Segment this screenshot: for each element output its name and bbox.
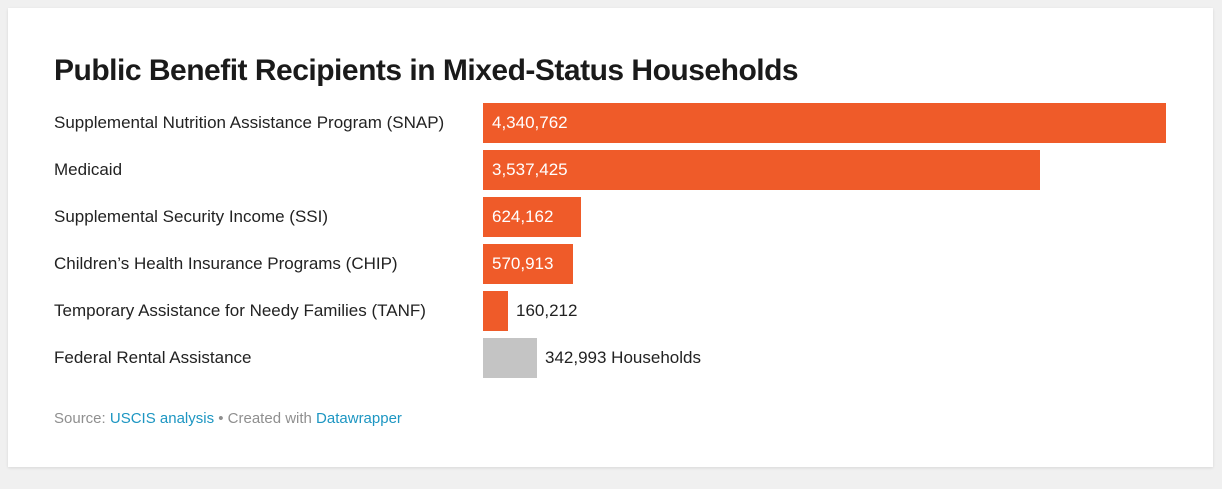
bar-area: 3,537,425 xyxy=(483,150,1167,190)
chart-row: Children’s Health Insurance Programs (CH… xyxy=(54,244,1167,284)
bar-area: 4,340,762 xyxy=(483,103,1167,143)
created-with-label: Created with xyxy=(227,410,317,427)
category-label: Supplemental Security Income (SSI) xyxy=(54,207,329,226)
value-label: 4,340,762 xyxy=(492,113,568,132)
bar xyxy=(483,338,537,378)
category-label: Federal Rental Assistance xyxy=(54,348,252,367)
bar-area: 624,162 xyxy=(483,197,1167,237)
bar: 624,162 xyxy=(483,197,581,237)
chart-row: Temporary Assistance for Needy Families … xyxy=(54,291,1167,331)
bar-area: 342,993 Households xyxy=(483,338,1167,378)
category-label: Medicaid xyxy=(54,160,123,179)
bar-chart: Supplemental Nutrition Assistance Progra… xyxy=(54,103,1167,378)
chart-row: Federal Rental Assistance 342,993 Househo… xyxy=(54,338,1167,378)
chart-card: Public Benefit Recipients in Mixed-Statu… xyxy=(8,8,1213,467)
value-label: 624,162 xyxy=(492,207,554,226)
category-label: Children’s Health Insurance Programs (CH… xyxy=(54,254,398,273)
category-label: Supplemental Nutrition Assistance Progra… xyxy=(54,113,445,132)
value-label: 342,993 Households xyxy=(545,348,701,367)
bar: 3,537,425 xyxy=(483,150,1040,190)
value-label: 3,537,425 xyxy=(492,160,568,179)
bar-area: 570,913 xyxy=(483,244,1167,284)
bar xyxy=(483,291,508,331)
chart-row: Supplemental Security Income (SSI) 624,16… xyxy=(54,197,1167,237)
bar-area: 160,212 xyxy=(483,291,1167,331)
source-link[interactable]: USCIS analysis xyxy=(109,410,215,427)
chart-row: Supplemental Nutrition Assistance Progra… xyxy=(54,103,1167,143)
chart-footer: Source: USCIS analysis • Created with Da… xyxy=(54,410,1167,427)
chart-row: Medicaid 3,537,425 xyxy=(54,150,1167,190)
value-label: 160,212 xyxy=(516,301,578,320)
bar: 570,913 xyxy=(483,244,573,284)
source-prefix-label: Source: xyxy=(54,410,110,427)
datawrapper-link[interactable]: Datawrapper xyxy=(316,410,402,427)
bar: 4,340,762 xyxy=(483,103,1166,143)
category-label: Temporary Assistance for Needy Families … xyxy=(54,301,426,320)
footer-separator: • xyxy=(214,410,228,427)
chart-title: Public Benefit Recipients in Mixed-Statu… xyxy=(54,54,799,87)
value-label: 570,913 xyxy=(492,254,554,273)
